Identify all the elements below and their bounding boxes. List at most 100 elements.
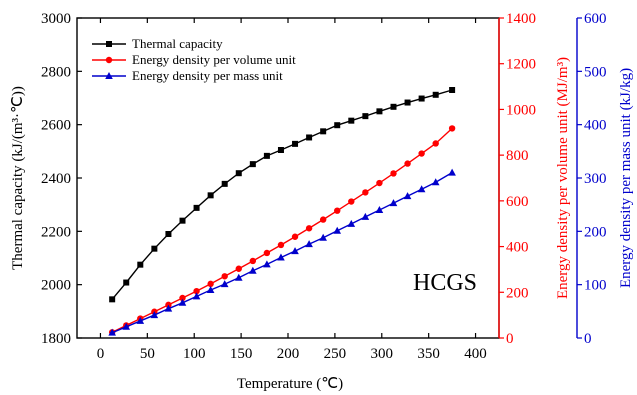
data-point	[390, 170, 397, 177]
data-point	[207, 280, 214, 288]
data-point	[122, 322, 131, 330]
left-tick-label: 2000	[41, 278, 71, 294]
data-point	[418, 95, 425, 102]
data-point	[431, 178, 440, 186]
data-point	[362, 189, 369, 196]
data-point	[192, 292, 201, 300]
mass-axis-label: Energy density per mass unit (kJ/kg)	[618, 68, 634, 288]
data-point	[179, 217, 186, 224]
right1-tick-label: 800	[506, 148, 529, 164]
data-point	[235, 265, 242, 272]
series-line	[111, 127, 453, 333]
data-point	[404, 99, 411, 106]
left-axis-ticks: 1800 2000 2200 2400 2600 2800 3000	[41, 11, 82, 347]
data-point	[305, 240, 313, 248]
legend-label: Thermal capacity	[132, 36, 223, 51]
data-point	[123, 279, 130, 286]
right2-tick-label: 100	[584, 278, 607, 294]
series-layer	[108, 87, 456, 336]
right1-tick-label: 0	[506, 331, 514, 347]
x-axis-label: Temperature (℃)	[237, 376, 343, 392]
data-point	[375, 206, 384, 213]
data-point	[432, 91, 439, 98]
data-point	[234, 273, 243, 281]
data-point	[151, 245, 158, 252]
x-axis-ticks: 0 50 100 150 200 250 300 350 400	[97, 18, 487, 362]
hcgs-annotation: HCGS	[413, 270, 477, 296]
left-tick-label: 2200	[41, 224, 71, 240]
series-line	[111, 172, 453, 334]
data-point	[404, 160, 411, 167]
right2-tick-label: 500	[584, 64, 607, 80]
x-tick-label: 150	[230, 346, 253, 362]
data-point	[277, 253, 285, 261]
data-point	[221, 273, 228, 280]
right1-tick-label: 600	[506, 194, 529, 210]
data-point	[249, 257, 257, 265]
data-point	[305, 225, 313, 232]
legend-marker	[105, 72, 113, 79]
right1-tick-label: 400	[506, 240, 529, 256]
left-tick-label: 2800	[41, 64, 71, 80]
data-point	[193, 287, 200, 295]
data-point	[362, 113, 369, 120]
data-point	[178, 298, 187, 306]
data-point	[136, 316, 145, 324]
data-point	[376, 179, 383, 187]
data-point	[220, 280, 229, 288]
data-point	[207, 192, 214, 199]
legend-label: Energy density per volume unit	[132, 52, 296, 67]
data-point	[179, 294, 186, 302]
data-point	[263, 260, 271, 268]
x-tick-label: 250	[324, 346, 347, 362]
right2-tick-label: 300	[584, 171, 607, 187]
data-point	[306, 134, 313, 141]
data-point	[108, 328, 116, 336]
right2-tick-label: 200	[584, 224, 607, 240]
data-point	[150, 311, 159, 319]
data-point	[291, 247, 299, 255]
data-point	[361, 212, 370, 220]
data-point	[235, 170, 242, 177]
x-tick-label: 400	[464, 346, 487, 362]
data-point	[292, 140, 299, 147]
data-point	[448, 125, 456, 132]
data-point	[449, 87, 456, 93]
volume-axis: 0 200 400 600 800 1000 1200 1400	[498, 11, 536, 347]
left-tick-label: 2400	[41, 171, 71, 187]
data-point	[263, 152, 270, 159]
data-point	[347, 219, 356, 227]
data-point	[109, 296, 116, 303]
data-point	[334, 122, 341, 129]
data-point	[249, 161, 256, 168]
data-point	[277, 241, 285, 249]
data-point	[348, 117, 355, 124]
left-tick-label: 1800	[41, 331, 71, 347]
data-point	[263, 249, 271, 257]
mass-axis: 0 100 200 300 400 500 600	[576, 11, 607, 347]
data-point	[165, 231, 172, 237]
x-tick-label: 200	[277, 346, 300, 362]
left-tick-label: 2600	[41, 118, 71, 134]
left-tick-label: 3000	[41, 11, 71, 27]
x-tick-label: 100	[183, 346, 206, 362]
right1-tick-label: 200	[506, 285, 529, 301]
data-point	[137, 261, 144, 268]
data-point	[333, 226, 342, 234]
legend-marker	[105, 56, 113, 64]
data-point	[320, 128, 327, 135]
data-point	[432, 140, 439, 147]
data-point	[389, 199, 398, 207]
data-point	[403, 192, 412, 200]
data-point	[348, 198, 355, 205]
data-point	[164, 304, 173, 312]
data-point	[319, 233, 327, 241]
data-point	[193, 204, 200, 211]
data-point	[334, 207, 341, 214]
right2-tick-label: 0	[584, 331, 592, 347]
data-point	[390, 103, 397, 110]
data-point	[221, 180, 228, 187]
x-tick-label: 350	[417, 346, 440, 362]
